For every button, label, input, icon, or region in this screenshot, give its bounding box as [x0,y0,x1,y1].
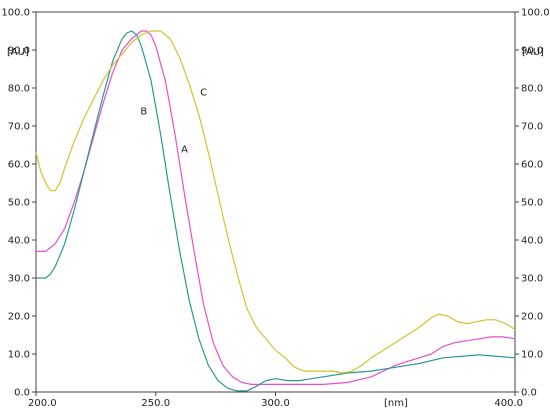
plot-frame [35,11,516,393]
y-tick-label-right: 100.0 [521,8,550,19]
y-tick-label-right: 70.0 [521,122,543,133]
y-tick-label-right: 40.0 [521,236,543,247]
y-axis-label-left: [AU] [7,47,29,58]
y-tick-label-right: 10.0 [521,350,543,361]
y-tick-label-left: 100.0 [1,8,30,19]
x-axis-label: [nm] [384,398,408,409]
series-line-a [36,30,516,385]
x-tick-label: 200.0 [28,398,57,409]
y-tick-label-right: 60.0 [521,160,543,171]
right-y-axis: 0.0 10.0 20.0 30.0 40.0 50.0 60.0 70.0 80.0 90.0 1… [515,8,550,399]
series-layer: A B C [35,30,516,392]
left-y-axis: 0.0 10.0 20.0 30.0 40.0 50.0 60.0 70.0 80.0 90.0 1… [1,8,36,399]
x-tick-label: 300.0 [261,398,290,409]
series-label-c: C [200,88,207,99]
x-tick-label: 250.0 [141,398,170,409]
y-tick-label-right: 20.0 [521,312,543,323]
x-tick-label: 400.0 [494,398,523,409]
y-tick-label-right: 0.0 [521,388,537,399]
y-tick-label-right: 80.0 [521,84,543,95]
series-line-b [36,30,516,392]
y-tick-label-right: 50.0 [521,198,543,209]
y-tick-label-right: 90.0 [521,46,543,57]
plot-border [35,11,516,393]
y-tick-label-right: 30.0 [521,274,543,285]
y-tick-label-left: 20.0 [8,312,30,323]
y-tick-label-left: 10.0 [8,350,30,361]
y-tick-label-left: 80.0 [8,84,30,95]
y-tick-label-left: 70.0 [8,122,30,133]
y-tick-label-left: 50.0 [8,198,30,209]
series-label-b: B [140,107,147,118]
series-label-a: A [181,145,188,156]
y-axis-label-right: [AU] [522,47,544,58]
y-tick-label-left: 30.0 [8,274,30,285]
y-tick-label-left: 40.0 [8,236,30,247]
y-tick-label-left: 90.0 [8,46,30,57]
series-line-c [35,30,516,374]
y-tick-label-left: 60.0 [8,160,30,171]
x-axis: 200.0 250.0 300.0 400.0 [28,392,523,409]
y-tick-label-left: 0.0 [14,388,30,399]
